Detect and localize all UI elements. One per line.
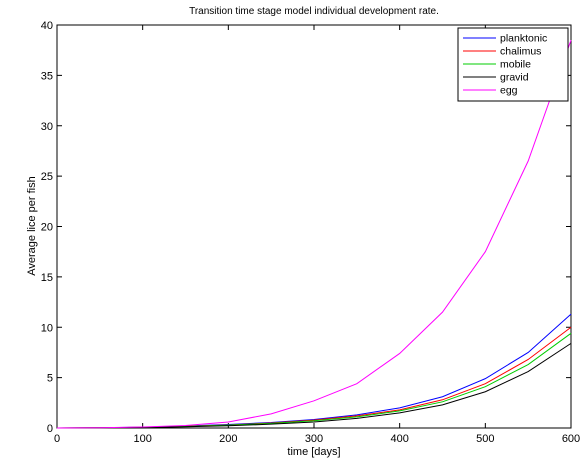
legend-label-egg: egg xyxy=(500,85,518,97)
y-tick-label: 25 xyxy=(41,171,53,183)
y-axis-label: Average lice per fish xyxy=(26,176,38,275)
x-axis-label: time [days] xyxy=(287,446,340,458)
x-tick-label: 200 xyxy=(219,433,237,445)
series-group xyxy=(56,39,572,429)
x-tick-label: 500 xyxy=(476,433,494,445)
y-tick-label: 5 xyxy=(47,373,53,385)
x-tick-label: 300 xyxy=(305,433,323,445)
x-tick-label: 0 xyxy=(54,433,60,445)
y-tick-label: 30 xyxy=(41,121,53,133)
y-tick-label: 20 xyxy=(41,222,53,234)
y-tick-label: 40 xyxy=(41,20,53,32)
y-tick-label: 35 xyxy=(41,70,53,82)
x-tick-label: 100 xyxy=(133,433,151,445)
chart-title: Transition time stage model individual d… xyxy=(189,6,439,17)
legend-label-mobile: mobile xyxy=(500,59,531,71)
y-axis: 0 5 10 15 20 25 30 35 40 xyxy=(41,20,571,435)
y-tick-label: 0 xyxy=(47,423,53,435)
x-tick-label: 400 xyxy=(390,433,408,445)
legend-label-planktonic: planktonic xyxy=(500,33,547,45)
legend-label-gravid: gravid xyxy=(500,72,529,84)
series-line-gravid xyxy=(56,342,572,429)
y-tick-label: 15 xyxy=(41,272,53,284)
series-line-egg xyxy=(56,39,572,429)
legend-label-chalimus: chalimus xyxy=(500,46,541,58)
x-tick-label: 600 xyxy=(562,433,580,445)
y-tick-label: 10 xyxy=(41,322,53,334)
